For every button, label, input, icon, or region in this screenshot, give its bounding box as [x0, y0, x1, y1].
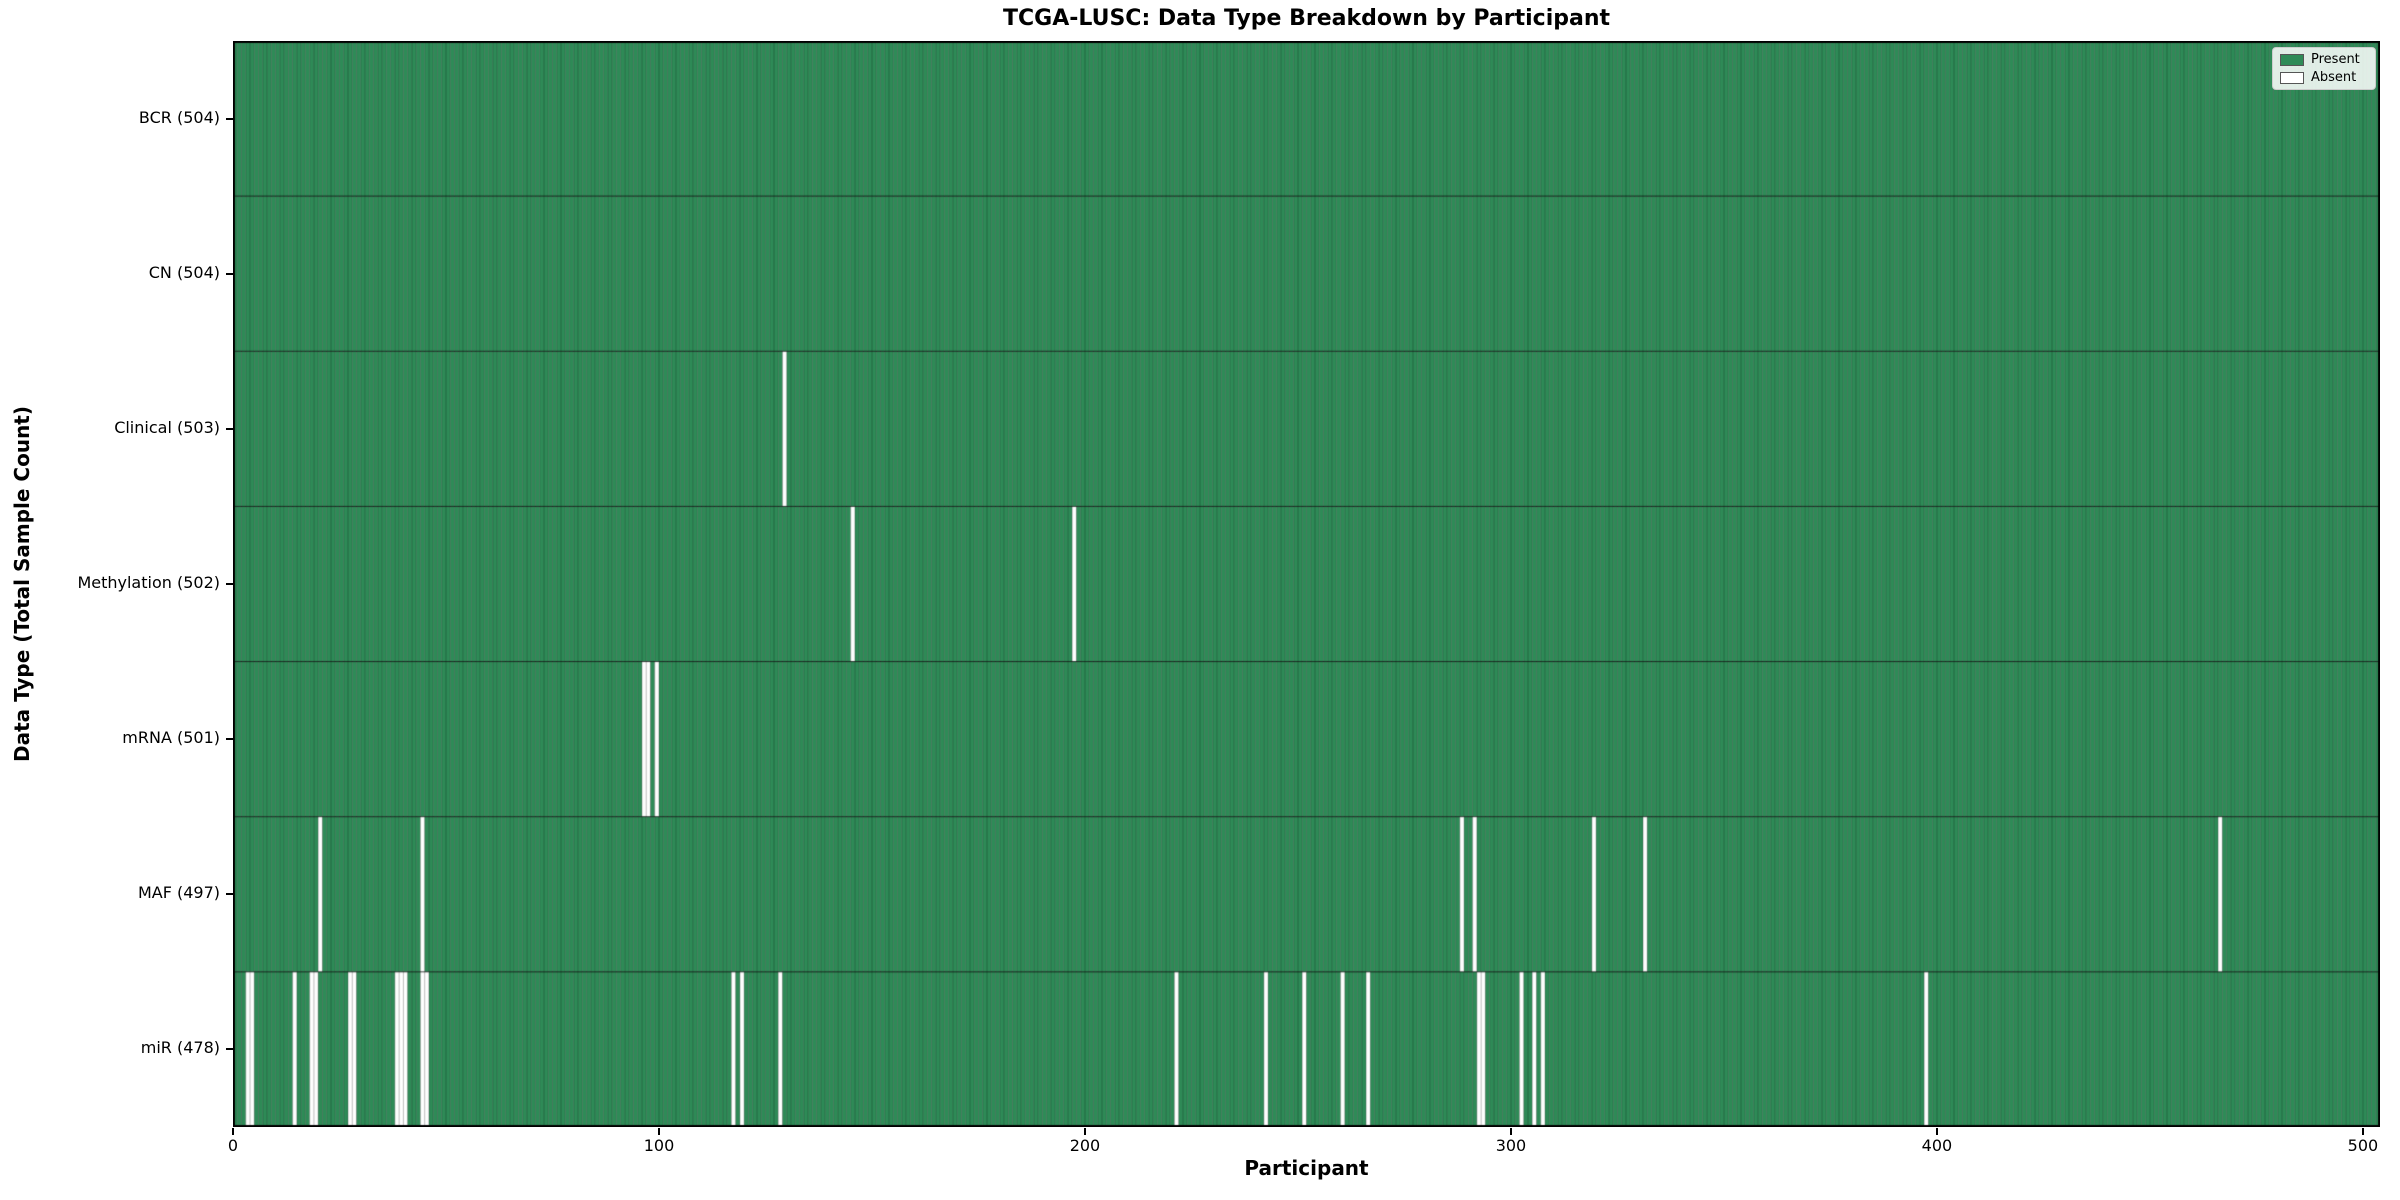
x-axis-label: Participant [1244, 1156, 1369, 1180]
legend-entry-present: Present [2280, 53, 2368, 66]
x-tick-mark [232, 1128, 234, 1135]
legend-swatch-present-icon [2280, 53, 2304, 66]
y-tick-mark [226, 272, 233, 275]
x-tick-label: 500 [2347, 1136, 2379, 1155]
x-tick-label: 100 [643, 1136, 675, 1155]
legend-label-present: Present [2311, 52, 2360, 67]
y-tick-label: MAF (497) [137, 883, 220, 903]
y-tick-mark [226, 738, 233, 741]
legend: Present Absent [2272, 47, 2376, 90]
y-tick-mark [226, 427, 233, 430]
legend-swatch-absent-icon [2280, 71, 2304, 84]
x-tick-label: 0 [227, 1136, 239, 1155]
x-tick-mark [1509, 1128, 1512, 1135]
legend-entry-absent: Absent [2280, 71, 2368, 84]
x-tick-label: 400 [1921, 1136, 1953, 1155]
chart-title: TCGA-LUSC: Data Type Breakdown by Partic… [1002, 6, 1611, 31]
x-tick-mark [1935, 1128, 1938, 1135]
legend-label-absent: Absent [2311, 70, 2357, 85]
x-tick-mark [1083, 1128, 1086, 1135]
y-tick-label: miR (478) [140, 1038, 220, 1058]
x-tick-label: 200 [1069, 1136, 1101, 1155]
y-tick-mark [226, 583, 233, 585]
y-tick-label: CN (504) [148, 262, 220, 282]
heatmap-canvas [233, 41, 2380, 1127]
x-tick-label: 300 [1495, 1136, 1527, 1155]
x-tick-mark [657, 1128, 660, 1135]
y-tick-mark [226, 1048, 233, 1051]
x-tick-mark [2361, 1128, 2364, 1135]
y-tick-mark [226, 117, 233, 120]
y-tick-label: BCR (504) [138, 107, 220, 127]
y-tick-mark [226, 893, 233, 896]
y-tick-label: Clinical (503) [114, 417, 220, 437]
y-tick-label: mRNA (501) [122, 728, 220, 748]
y-tick-label: Methylation (502) [77, 573, 220, 592]
